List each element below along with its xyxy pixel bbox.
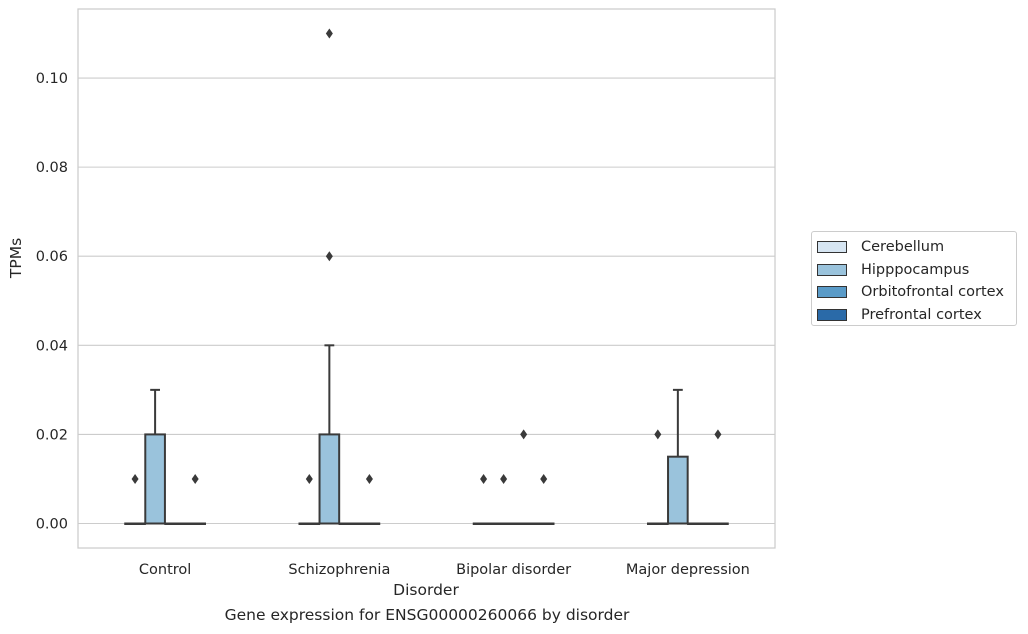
- chart-caption: Gene expression for ENSG00000260066 by d…: [224, 606, 630, 624]
- y-tick-label: 0.08: [36, 160, 68, 176]
- box-body: [144, 433, 166, 525]
- y-tick-labels: 0.00 0.02 0.04 0.06 0.08 0.10: [36, 71, 68, 532]
- box-hipppocampus: [667, 388, 689, 525]
- outlier-marker: [500, 473, 508, 484]
- box-hipppocampus: [144, 388, 166, 525]
- legend-label: Hipppocampus: [861, 261, 970, 278]
- box-orbitofrontal-cortex: [338, 522, 361, 525]
- outlier-marker: [520, 429, 528, 440]
- outlier-marker: [191, 473, 199, 484]
- x-tick-label: Bipolar disorder: [456, 562, 571, 578]
- outlier-marker: [480, 473, 488, 484]
- box-orbitofrontal-cortex: [164, 522, 186, 525]
- legend-swatch: [817, 263, 847, 276]
- box-prefrontal-cortex: [358, 473, 381, 525]
- box-orbitofrontal-cortex: [687, 522, 709, 525]
- outlier-marker: [365, 473, 373, 484]
- box-cerebellum: [646, 429, 669, 525]
- box-prefrontal-cortex: [707, 429, 729, 525]
- legend: Cerebellum Hipppocampus Orbitofrontal co…: [811, 231, 1017, 326]
- outlier-marker: [325, 251, 333, 262]
- legend-label: Orbitofrontal cortex: [861, 284, 1004, 301]
- legend-item-hippocampus: Hipppocampus: [817, 259, 1016, 282]
- legend-swatch: [817, 241, 847, 254]
- legend-label: Prefrontal cortex: [861, 306, 982, 323]
- legend-label: Cerebellum: [861, 239, 945, 256]
- box-body: [318, 433, 341, 525]
- box-orbitofrontal-cortex: [512, 429, 535, 525]
- x-tick-label: Control: [139, 562, 191, 578]
- y-tick-label: 0.02: [36, 427, 68, 443]
- x-tick-labels: Control Schizophrenia Bipolar disorder Majo…: [139, 562, 750, 578]
- x-tick-label: Major depression: [626, 562, 750, 578]
- y-tick-label: 0.04: [36, 338, 68, 354]
- plot-area-frame: [77, 8, 776, 549]
- outlier-marker: [714, 429, 722, 440]
- box-hipppocampus: [492, 473, 515, 525]
- legend-item-prefrontal-cortex: Prefrontal cortex: [817, 304, 1016, 327]
- box-cerebellum: [124, 473, 146, 525]
- outlier-marker: [325, 28, 333, 39]
- outlier-marker: [305, 473, 313, 484]
- x-tick-label: Schizophrenia: [288, 562, 390, 578]
- legend-item-orbitofrontal-cortex: Orbitofrontal cortex: [817, 281, 1016, 304]
- y-axis-label: TPMs: [7, 238, 25, 279]
- x-axis-label: Disorder: [393, 581, 459, 599]
- box-cerebellum: [298, 473, 321, 525]
- legend-item-cerebellum: Cerebellum: [817, 236, 1016, 259]
- y-tick-label: 0.00: [36, 517, 68, 533]
- box-body: [667, 455, 689, 525]
- boxes: [124, 28, 729, 525]
- legend-swatch: [817, 286, 847, 299]
- outlier-marker: [654, 429, 662, 440]
- box-hipppocampus: [318, 28, 341, 525]
- box-cerebellum: [472, 473, 495, 525]
- box-prefrontal-cortex: [184, 473, 207, 525]
- y-tick-label: 0.06: [36, 249, 68, 265]
- outlier-marker: [540, 473, 548, 484]
- outlier-marker: [131, 473, 139, 484]
- legend-swatch: [817, 308, 847, 321]
- box-prefrontal-cortex: [532, 473, 555, 525]
- y-tick-label: 0.10: [36, 71, 68, 87]
